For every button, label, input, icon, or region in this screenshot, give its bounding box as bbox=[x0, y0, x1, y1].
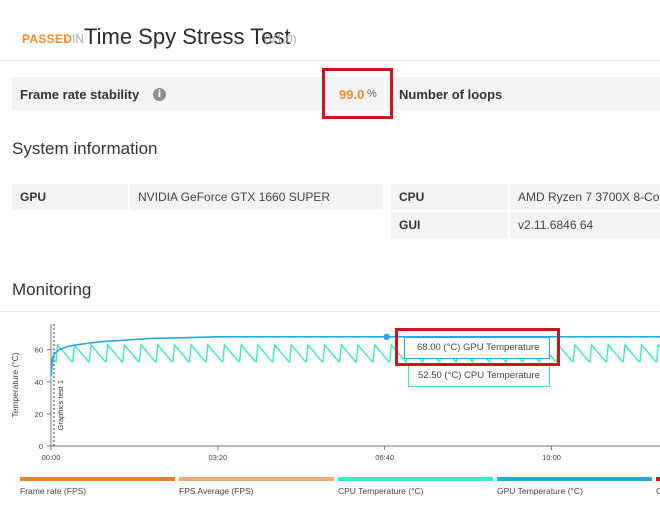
cpu-value: AMD Ryzen 7 3700X 8-Core Processor bbox=[510, 184, 660, 210]
graphics-test-marker-label: Graphics test 1 bbox=[56, 380, 65, 430]
legend-label-frame-rate: Frame rate (FPS) bbox=[20, 486, 87, 496]
y-axis-label: Temperature (°C) bbox=[10, 352, 20, 417]
gpu-temperature-line bbox=[50, 336, 660, 376]
legend-label-fps-average: FPS Average (FPS) bbox=[179, 486, 254, 496]
gpu-tooltip-highlight-box bbox=[395, 328, 560, 366]
cpu-label: CPU bbox=[391, 184, 508, 210]
legend-bar-cpu-temperature[interactable] bbox=[338, 477, 493, 481]
x-tick-label: 06:40 bbox=[375, 453, 394, 462]
cpu-temperature-tooltip: 52.50 (°C) CPU Temperature bbox=[408, 365, 550, 387]
in-text: IN bbox=[72, 32, 84, 46]
monitoring-chart[interactable]: 0 20 40 60 00:00 03:20 06:40 10:00 Temperature (… bbox=[0, 312, 660, 472]
info-icon[interactable]: i bbox=[153, 88, 166, 101]
gpu-hover-point bbox=[383, 333, 390, 341]
y-tick-label: 20 bbox=[35, 410, 43, 419]
frame-rate-stability-unit: % bbox=[367, 88, 377, 100]
gpu-temperature-tooltip: 68.00 (°C) GPU Temperature bbox=[404, 337, 550, 359]
page-title: Time Spy Stress Test bbox=[84, 24, 291, 49]
status-badge: PASSED bbox=[22, 32, 73, 46]
gpu-value: NVIDIA GeForce GTX 1660 SUPER bbox=[130, 184, 383, 210]
x-tick-label: 03:20 bbox=[208, 453, 227, 462]
frame-rate-stability-value: 99.0 bbox=[339, 87, 365, 102]
legend-bar-clock[interactable] bbox=[656, 477, 660, 481]
legend-label-gpu-temperature: GPU Temperature (°C) bbox=[497, 486, 583, 496]
gpu-label: GPU bbox=[12, 184, 128, 210]
legend-bar-gpu-temperature[interactable] bbox=[497, 477, 652, 481]
version-label: (V1.0) bbox=[264, 32, 297, 46]
y-tick-label: 40 bbox=[35, 378, 43, 387]
system-information-title: System information bbox=[12, 139, 158, 158]
x-tick-label: 10:00 bbox=[542, 453, 561, 462]
monitoring-title: Monitoring bbox=[12, 280, 92, 299]
y-tick-label: 0 bbox=[39, 442, 43, 451]
title-row bbox=[0, 0, 660, 61]
stats-bar bbox=[12, 77, 660, 110]
gui-value: v2.11.6846 64 bbox=[510, 212, 660, 238]
cpu-temperature-line bbox=[50, 343, 660, 379]
monitoring-divider bbox=[0, 311, 660, 312]
legend-label-cpu-temperature: CPU Temperature (°C) bbox=[338, 486, 424, 496]
frame-rate-highlight-box bbox=[322, 68, 393, 119]
x-tick-label: 00:00 bbox=[42, 453, 61, 462]
legend-bar-fps-average[interactable] bbox=[179, 477, 334, 481]
stat-divider bbox=[384, 77, 386, 110]
y-tick-label: 60 bbox=[35, 346, 43, 355]
number-of-loops-label: Number of loops bbox=[399, 87, 503, 102]
frame-rate-stability-label: Frame rate stability bbox=[20, 87, 140, 102]
legend-bar-frame-rate[interactable] bbox=[20, 477, 175, 481]
legend-label-clock: C bbox=[656, 486, 660, 496]
gui-label: GUI bbox=[391, 212, 508, 238]
